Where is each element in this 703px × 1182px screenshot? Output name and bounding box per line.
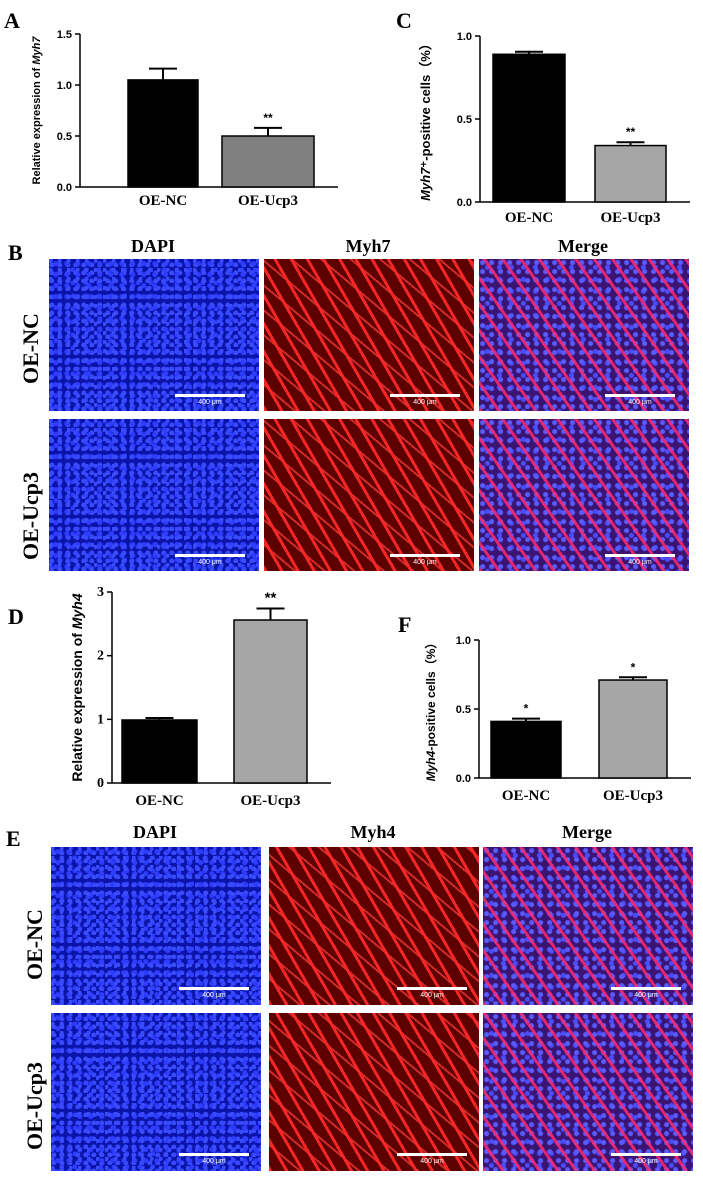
bar-oe-ucp3	[222, 136, 314, 187]
row-title-oe-nc: OE-NC	[18, 313, 44, 384]
micrograph-e-dapi-nc: 400 μm	[50, 846, 262, 1006]
x-tick-label: OE-NC	[502, 788, 550, 804]
scale-label: 400 μm	[175, 399, 245, 406]
x-tick-label: OE-Ucp3	[601, 210, 661, 226]
bar-oe-ucp3	[599, 680, 667, 778]
scale-bar	[397, 987, 467, 990]
y-axis-label: Myh7⁺-positive cells（%）	[418, 37, 433, 201]
scale-bar	[605, 394, 675, 397]
scale-label: 400 μm	[605, 559, 675, 566]
significance-marker: *	[631, 660, 636, 674]
col-title-dapi-e: DAPI	[50, 822, 260, 843]
scale-bar	[179, 1153, 249, 1156]
col-title-merge: Merge	[478, 236, 688, 257]
y-tick-label: 1	[97, 712, 104, 727]
y-tick-label: 0.0	[456, 773, 471, 785]
micrograph-b-merge-ucp3: 400 μm	[478, 418, 690, 572]
chart-f-myh4-positive-cells: 0.0 0.5 1.0 OE-NC * OE-Ucp3 * Myh4-positive cel…	[390, 600, 703, 820]
scale-bar	[611, 1153, 681, 1156]
col-title-myh7: Myh7	[263, 236, 473, 257]
scale-label: 400 μm	[390, 399, 460, 406]
scale-bar	[175, 394, 245, 397]
row-title-oe-nc-e: OE-NC	[22, 909, 48, 980]
chart-d-myh4-expression: 0 1 2 3 OE-NC OE-Ucp3 ** Relative expression of…	[0, 578, 390, 818]
micrograph-e-dapi-ucp3: 400 μm	[50, 1012, 262, 1172]
micrograph-b-merge-nc: 400 μm	[478, 258, 690, 412]
chart-f-svg: 0.0 0.5 1.0 OE-NC * OE-Ucp3 * Myh4-positive cel…	[390, 600, 703, 820]
micrograph-e-merge-nc: 400 μm	[482, 846, 694, 1006]
x-tick-label: OE-NC	[135, 793, 183, 809]
bar-oe-nc	[128, 80, 198, 187]
x-tick-label: OE-Ucp3	[603, 788, 663, 804]
y-tick-label: 0.5	[57, 131, 72, 143]
x-tick-label: OE-NC	[505, 210, 553, 226]
bar-oe-nc	[122, 720, 197, 783]
col-title-myh4: Myh4	[268, 822, 478, 843]
y-tick-label: 3	[97, 585, 104, 600]
scale-bar	[397, 1153, 467, 1156]
scale-bar	[175, 554, 245, 557]
scale-label: 400 μm	[397, 992, 467, 999]
micrograph-e-myh4-ucp3: 400 μm	[268, 1012, 480, 1172]
chart-d-svg: 0 1 2 3 OE-NC OE-Ucp3 ** Relative expression of…	[0, 578, 390, 818]
micrograph-e-merge-ucp3: 400 μm	[482, 1012, 694, 1172]
micrograph-b-myh7-ucp3: 400 μm	[263, 418, 475, 572]
y-tick-label: 1.5	[57, 29, 72, 41]
col-title-merge-e: Merge	[482, 822, 692, 843]
micrograph-e-myh4-nc: 400 μm	[268, 846, 480, 1006]
col-title-dapi: DAPI	[48, 236, 258, 257]
y-tick-label: 0.5	[457, 114, 472, 126]
y-tick-label: 0.0	[57, 182, 72, 194]
bar-oe-ucp3	[595, 146, 666, 202]
y-axis-label: Relative expression of Myh4	[69, 593, 85, 782]
chart-c-svg: 0.0 0.5 1.0 OE-NC OE-Ucp3 ** Myh7⁺-positive ce…	[390, 0, 703, 232]
chart-c-myh7-positive-cells: 0.0 0.5 1.0 OE-NC OE-Ucp3 ** Myh7⁺-positive ce…	[390, 0, 703, 232]
y-axis-label: Relative expression of Myh7	[31, 36, 43, 185]
chart-a-myh7-expression: 0.0 0.5 1.0 1.5 OE-NC OE-Ucp3 ** Relative expre…	[0, 0, 390, 230]
y-tick-label: 0.5	[456, 704, 471, 716]
scale-label: 400 μm	[390, 559, 460, 566]
scale-label: 400 μm	[175, 559, 245, 566]
row-title-oe-ucp3: OE-Ucp3	[18, 472, 44, 560]
significance-marker: **	[626, 125, 636, 139]
panel-label-e: E	[6, 826, 21, 852]
scale-label: 400 μm	[179, 992, 249, 999]
y-tick-label: 1.0	[57, 80, 72, 92]
x-tick-label: OE-Ucp3	[238, 193, 298, 209]
chart-a-svg: 0.0 0.5 1.0 1.5 OE-NC OE-Ucp3 ** Relative expre…	[0, 0, 390, 230]
scale-bar	[390, 554, 460, 557]
y-tick-label: 0	[97, 776, 104, 791]
scale-bar	[179, 987, 249, 990]
y-tick-label: 1.0	[456, 635, 471, 647]
row-title-oe-ucp3-e: OE-Ucp3	[22, 1062, 48, 1150]
significance-marker: **	[263, 111, 273, 125]
scale-bar	[611, 987, 681, 990]
y-axis-label: Myh4-positive cells（%）	[423, 637, 438, 782]
bar-oe-ucp3	[234, 620, 307, 783]
scale-bar	[390, 394, 460, 397]
y-tick-label: 0.0	[457, 197, 472, 209]
micrograph-b-dapi-ucp3: 400 μm	[48, 418, 260, 572]
scale-label: 400 μm	[179, 1158, 249, 1165]
micrograph-b-myh7-nc: 400 μm	[263, 258, 475, 412]
panel-label-b: B	[8, 240, 23, 266]
y-tick-label: 2	[97, 649, 104, 664]
scale-label: 400 μm	[611, 992, 681, 999]
significance-marker: **	[265, 590, 277, 607]
x-tick-label: OE-Ucp3	[241, 793, 301, 809]
scale-label: 400 μm	[397, 1158, 467, 1165]
scale-bar	[605, 554, 675, 557]
significance-marker: *	[524, 702, 529, 716]
x-tick-label: OE-NC	[139, 193, 187, 209]
scale-label: 400 μm	[611, 1158, 681, 1165]
y-tick-label: 1.0	[457, 31, 472, 43]
bar-oe-nc	[491, 721, 561, 778]
micrograph-b-dapi-nc: 400 μm	[48, 258, 260, 412]
scale-label: 400 μm	[605, 399, 675, 406]
bar-oe-nc	[493, 54, 565, 202]
